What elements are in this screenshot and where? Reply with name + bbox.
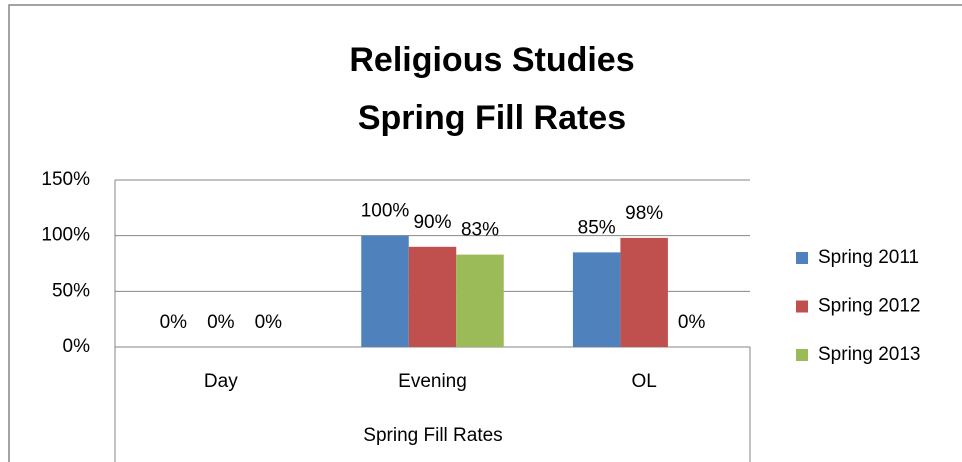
chart-border	[8, 4, 962, 462]
y-tick-label: 50%	[52, 280, 90, 301]
chart-title: Religious Studies	[349, 41, 634, 79]
value-label: 90%	[413, 212, 451, 233]
x-axis-label: Spring Fill Rates	[363, 425, 502, 446]
value-label: 83%	[461, 220, 499, 241]
y-tick-label: 100%	[41, 225, 90, 246]
legend-swatch	[796, 300, 808, 313]
bar	[572, 252, 621, 347]
value-label: 0%	[207, 312, 235, 333]
value-label: 100%	[361, 201, 410, 222]
chart-title: Spring Fill Rates	[358, 99, 626, 137]
value-label: 0%	[255, 312, 283, 333]
value-label: 0%	[160, 312, 188, 333]
y-tick-label: 0%	[63, 336, 91, 357]
y-tick-label: 150%	[41, 169, 90, 190]
bar	[408, 246, 457, 347]
legend-label: Spring 2013	[818, 344, 920, 365]
bar	[456, 254, 504, 347]
bar	[620, 237, 668, 347]
bar	[361, 235, 409, 347]
legend-swatch	[796, 349, 808, 361]
value-label: 98%	[625, 203, 663, 224]
value-label: 0%	[678, 312, 706, 333]
x-tick-label: OL	[631, 371, 656, 392]
value-label: 85%	[578, 217, 616, 238]
legend-swatch	[796, 252, 808, 264]
x-tick-label: Evening	[398, 371, 467, 392]
legend-label: Spring 2012	[818, 296, 920, 317]
x-tick-label: Day	[204, 371, 238, 392]
legend-label: Spring 2011	[818, 247, 919, 268]
